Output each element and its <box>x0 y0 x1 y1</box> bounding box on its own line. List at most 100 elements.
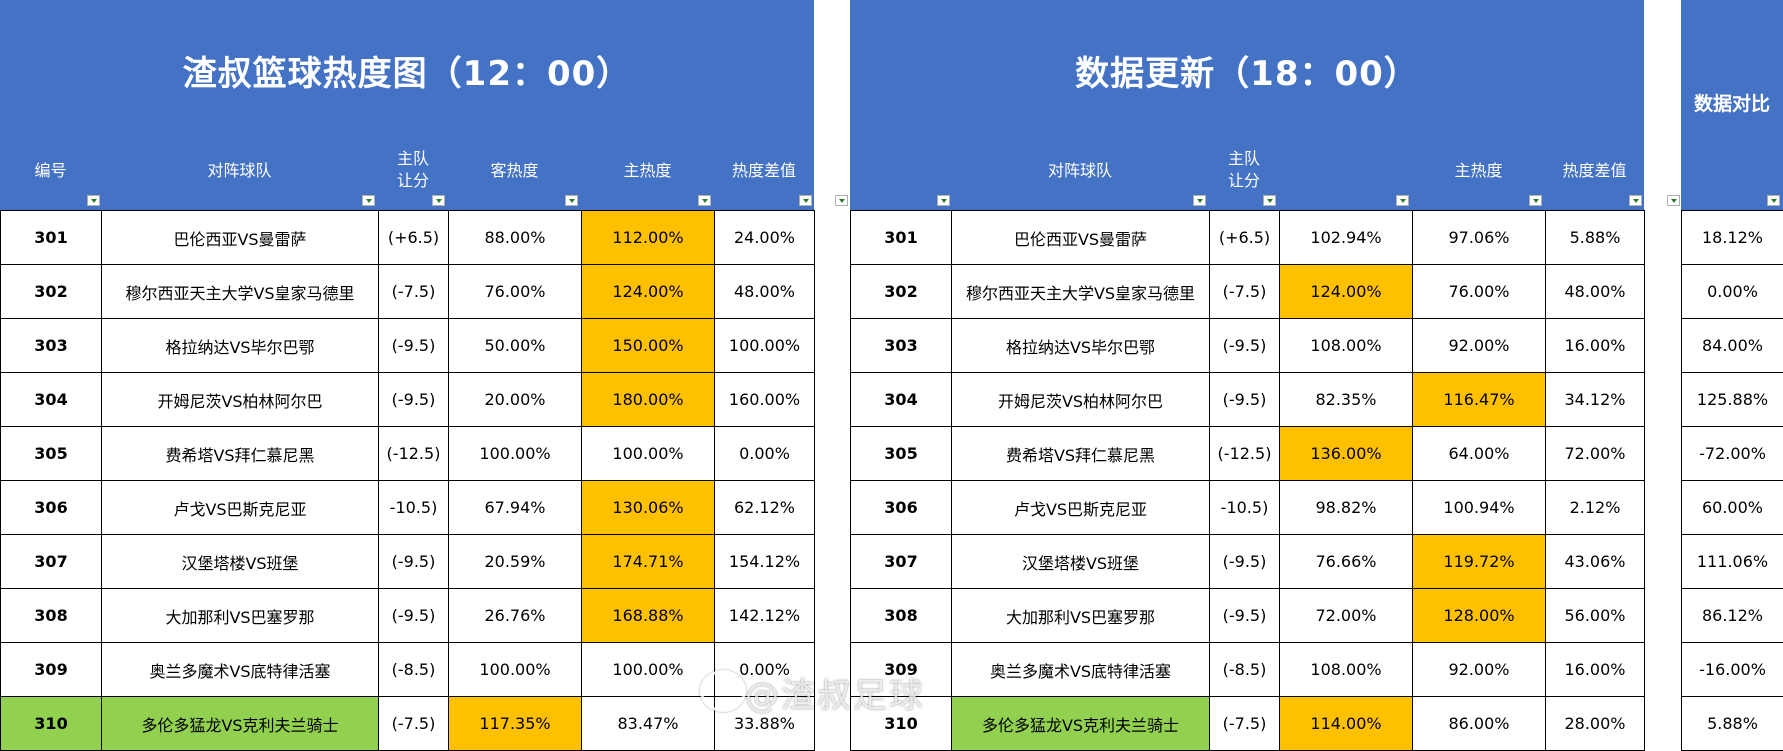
heat-diff-cell[interactable]: 48.00% <box>715 265 815 319</box>
filter-dropdown-icon[interactable] <box>799 195 812 206</box>
spread-cell[interactable]: (-9.5) <box>1210 319 1280 373</box>
teams-cell[interactable]: 汉堡塔楼VS班堡 <box>102 535 379 589</box>
spread-cell[interactable]: (-8.5) <box>1210 643 1280 697</box>
away-heat-cell[interactable]: 20.59% <box>449 535 582 589</box>
filter-dropdown-icon[interactable] <box>835 195 848 206</box>
home-heat-cell[interactable]: 180.00% <box>582 373 715 427</box>
home-heat-cell[interactable]: 112.00% <box>582 211 715 265</box>
teams-cell[interactable]: 奥兰多魔术VS底特律活塞 <box>102 643 379 697</box>
spread-cell[interactable]: (-9.5) <box>379 319 449 373</box>
spread-cell[interactable]: -10.5) <box>379 481 449 535</box>
heat-diff-cell[interactable]: 24.00% <box>715 211 815 265</box>
away-heat-cell[interactable]: 98.82% <box>1280 481 1413 535</box>
game-id-cell[interactable]: 307 <box>1 535 102 589</box>
teams-cell[interactable]: 卢戈VS巴斯克尼亚 <box>102 481 379 535</box>
game-id-cell[interactable]: 310 <box>1 697 102 751</box>
teams-cell[interactable]: 多伦多猛龙VS克利夫兰骑士 <box>952 697 1210 751</box>
home-heat-cell[interactable]: 124.00% <box>582 265 715 319</box>
filter-dropdown-icon[interactable] <box>1629 195 1642 206</box>
away-heat-cell[interactable]: 50.00% <box>449 319 582 373</box>
away-heat-cell[interactable]: 100.00% <box>449 427 582 481</box>
home-heat-cell[interactable]: 76.00% <box>1413 265 1546 319</box>
game-id-cell[interactable]: 301 <box>851 211 952 265</box>
away-heat-cell[interactable]: 88.00% <box>449 211 582 265</box>
away-heat-cell[interactable]: 108.00% <box>1280 319 1413 373</box>
teams-cell[interactable]: 费希塔VS拜仁慕尼黑 <box>952 427 1210 481</box>
away-heat-cell[interactable]: 26.76% <box>449 589 582 643</box>
teams-cell[interactable]: 穆尔西亚天主大学VS皇家马德里 <box>952 265 1210 319</box>
filter-dropdown-icon[interactable] <box>698 195 711 206</box>
away-heat-cell[interactable]: 117.35% <box>449 697 582 751</box>
heat-diff-cell[interactable]: 43.06% <box>1546 535 1645 589</box>
compare-value-cell[interactable]: 18.12% <box>1682 211 1783 265</box>
away-heat-cell[interactable]: 82.35% <box>1280 373 1413 427</box>
heat-diff-cell[interactable]: 142.12% <box>715 589 815 643</box>
heat-diff-cell[interactable]: 160.00% <box>715 373 815 427</box>
teams-cell[interactable]: 穆尔西亚天主大学VS皇家马德里 <box>102 265 379 319</box>
away-heat-cell[interactable]: 136.00% <box>1280 427 1413 481</box>
heat-diff-cell[interactable]: 2.12% <box>1546 481 1645 535</box>
home-heat-cell[interactable]: 116.47% <box>1413 373 1546 427</box>
heat-diff-cell[interactable]: 34.12% <box>1546 373 1645 427</box>
away-heat-cell[interactable]: 76.66% <box>1280 535 1413 589</box>
heat-diff-cell[interactable]: 5.88% <box>1546 211 1645 265</box>
compare-value-cell[interactable]: -16.00% <box>1682 643 1783 697</box>
home-heat-cell[interactable]: 92.00% <box>1413 643 1546 697</box>
teams-cell[interactable]: 开姆尼茨VS柏林阿尔巴 <box>952 373 1210 427</box>
filter-dropdown-icon[interactable] <box>362 195 375 206</box>
away-heat-cell[interactable]: 124.00% <box>1280 265 1413 319</box>
teams-cell[interactable]: 多伦多猛龙VS克利夫兰骑士 <box>102 697 379 751</box>
filter-dropdown-icon[interactable] <box>87 195 100 206</box>
filter-dropdown-icon[interactable] <box>1193 195 1206 206</box>
heat-diff-cell[interactable]: 48.00% <box>1546 265 1645 319</box>
spread-cell[interactable]: (+6.5) <box>1210 211 1280 265</box>
spread-cell[interactable]: (-12.5) <box>1210 427 1280 481</box>
filter-dropdown-icon[interactable] <box>1263 195 1276 206</box>
spread-cell[interactable]: (-9.5) <box>379 589 449 643</box>
spread-cell[interactable]: (-9.5) <box>379 535 449 589</box>
home-heat-cell[interactable]: 97.06% <box>1413 211 1546 265</box>
teams-cell[interactable]: 奥兰多魔术VS底特律活塞 <box>952 643 1210 697</box>
teams-cell[interactable]: 费希塔VS拜仁慕尼黑 <box>102 427 379 481</box>
compare-value-cell[interactable]: 60.00% <box>1682 481 1783 535</box>
spread-cell[interactable]: (-9.5) <box>1210 589 1280 643</box>
spread-cell[interactable]: -10.5) <box>1210 481 1280 535</box>
game-id-cell[interactable]: 305 <box>1 427 102 481</box>
home-heat-cell[interactable]: 168.88% <box>582 589 715 643</box>
compare-value-cell[interactable]: 86.12% <box>1682 589 1783 643</box>
home-heat-cell[interactable]: 174.71% <box>582 535 715 589</box>
filter-dropdown-icon[interactable] <box>1667 195 1680 206</box>
teams-cell[interactable]: 巴伦西亚VS曼雷萨 <box>952 211 1210 265</box>
game-id-cell[interactable]: 302 <box>851 265 952 319</box>
spread-cell[interactable]: (-7.5) <box>1210 697 1280 751</box>
heat-diff-cell[interactable]: 0.00% <box>715 427 815 481</box>
heat-diff-cell[interactable]: 16.00% <box>1546 643 1645 697</box>
teams-cell[interactable]: 大加那利VS巴塞罗那 <box>102 589 379 643</box>
spread-cell[interactable]: (-7.5) <box>1210 265 1280 319</box>
spread-cell[interactable]: (-8.5) <box>379 643 449 697</box>
spread-cell[interactable]: (-9.5) <box>379 373 449 427</box>
heat-diff-cell[interactable]: 16.00% <box>1546 319 1645 373</box>
home-heat-cell[interactable]: 150.00% <box>582 319 715 373</box>
home-heat-cell[interactable]: 100.00% <box>582 427 715 481</box>
filter-dropdown-icon[interactable] <box>565 195 578 206</box>
spread-cell[interactable]: (-9.5) <box>1210 373 1280 427</box>
away-heat-cell[interactable]: 100.00% <box>449 643 582 697</box>
teams-cell[interactable]: 巴伦西亚VS曼雷萨 <box>102 211 379 265</box>
away-heat-cell[interactable]: 20.00% <box>449 373 582 427</box>
game-id-cell[interactable]: 303 <box>851 319 952 373</box>
teams-cell[interactable]: 大加那利VS巴塞罗那 <box>952 589 1210 643</box>
spread-cell[interactable]: (+6.5) <box>379 211 449 265</box>
home-heat-cell[interactable]: 100.00% <box>582 643 715 697</box>
game-id-cell[interactable]: 308 <box>1 589 102 643</box>
home-heat-cell[interactable]: 119.72% <box>1413 535 1546 589</box>
compare-value-cell[interactable]: 125.88% <box>1682 373 1783 427</box>
spread-cell[interactable]: (-7.5) <box>379 265 449 319</box>
filter-dropdown-icon[interactable] <box>1767 195 1780 206</box>
game-id-cell[interactable]: 306 <box>851 481 952 535</box>
away-heat-cell[interactable]: 102.94% <box>1280 211 1413 265</box>
filter-dropdown-icon[interactable] <box>1396 195 1409 206</box>
filter-dropdown-icon[interactable] <box>432 195 445 206</box>
teams-cell[interactable]: 汉堡塔楼VS班堡 <box>952 535 1210 589</box>
away-heat-cell[interactable]: 72.00% <box>1280 589 1413 643</box>
